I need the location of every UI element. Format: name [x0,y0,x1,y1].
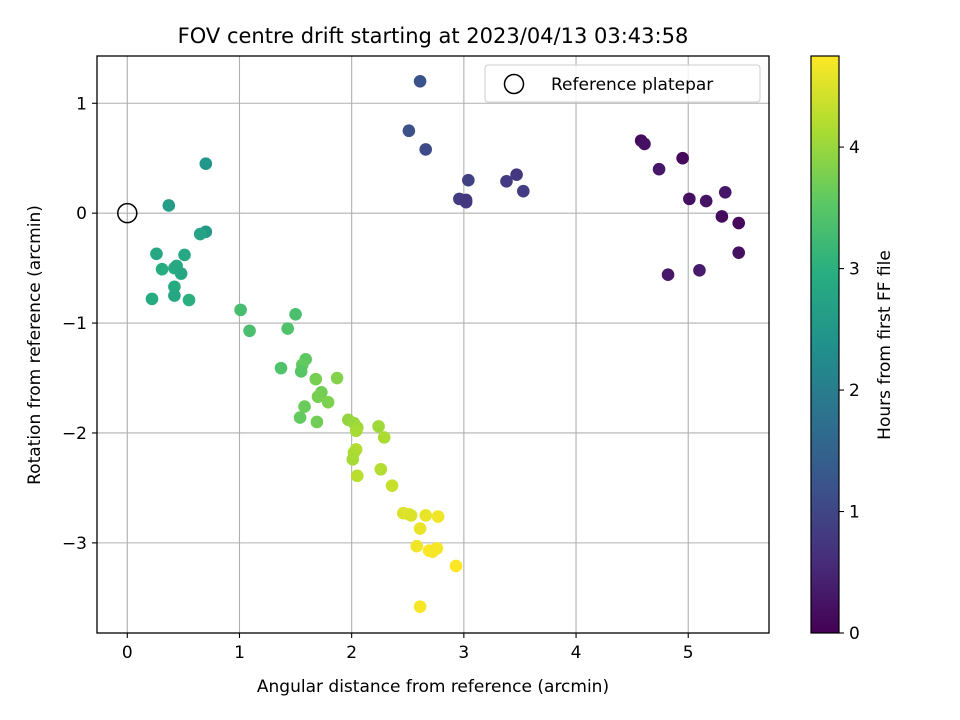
data-point [298,400,311,413]
data-point [168,289,181,302]
x-tick-label: 4 [571,643,582,663]
legend-label: Reference platepar [551,75,713,95]
data-point [377,431,391,444]
y-tick-label: 0 [76,204,87,224]
data-point [199,157,213,171]
data-point [330,371,344,385]
data-point [683,192,696,206]
data-point [168,280,181,294]
colorbar-tick-label: 3 [849,260,860,280]
data-point [462,173,475,187]
data-point [374,462,388,476]
data-point [294,365,308,378]
data-point [413,74,427,88]
data-point [419,509,433,522]
data-point [193,227,207,241]
data-point [732,246,746,260]
colorbar-gradient [810,55,840,634]
legend-marker [503,73,525,95]
data-point [243,324,256,338]
y-axis-label: Rotation from reference (arcmin) [25,205,45,485]
y-tick-label: −2 [62,424,87,444]
data-point [510,168,523,181]
data-point [182,293,196,307]
data-point [413,522,427,535]
legend-box [484,64,761,103]
y-tick-label: −3 [62,534,87,554]
data-point [311,390,325,404]
data-point [718,185,732,199]
data-point [500,174,513,188]
colorbar-label: Hours from first FF file [875,250,895,440]
colorbar: 0 1 2 3 4 Hours from first FF file [810,55,895,644]
data-point [346,453,360,466]
chart-title: FOV centre drift starting at 2023/04/13 … [178,24,689,48]
data-point [431,510,445,523]
data-point [699,194,713,208]
x-tick-label: 5 [683,643,694,663]
data-point [693,264,706,277]
data-point [309,372,323,386]
data-point [638,137,651,151]
data-point [449,559,463,573]
data-point [174,267,188,280]
data-point [321,395,335,409]
data-point [517,184,530,198]
data-point [426,545,439,558]
data-point [385,479,399,493]
data-point [715,210,729,223]
colorbar-tick-label: 4 [849,138,860,158]
colorbar-tick-label: 2 [849,381,860,401]
legend: Reference platepar [484,64,761,103]
data-point [350,469,364,483]
data-point [652,162,666,176]
data-point [661,268,675,282]
data-point [274,361,288,375]
data-point [410,539,424,553]
colorbar-tick-label: 0 [849,624,860,644]
data-point [413,600,427,613]
data-point [404,509,418,522]
data-point [419,143,433,156]
x-tick-label: 0 [122,643,133,663]
colorbar-tick-label: 1 [849,503,860,523]
data-point [289,307,302,321]
data-point [310,415,324,429]
data-point [162,199,176,212]
data-point [372,420,385,433]
axis-ticks: 0 1 2 3 4 5 −3 −2 −1 0 1 [62,94,694,663]
x-axis-label: Angular distance from reference (arcmin) [257,677,609,697]
data-point [155,262,169,276]
plot-frame [96,55,770,634]
data-point [234,303,247,317]
data-point [732,216,746,230]
y-tick-label: −1 [62,314,87,334]
colorbar-ticks: 0 1 2 3 4 [839,138,860,644]
data-point [145,292,159,306]
scatter-points [145,74,746,613]
data-point [349,424,363,438]
reference-marker [117,202,138,224]
data-point [293,411,307,424]
x-tick-label: 3 [458,643,469,663]
y-tick-label: 1 [76,94,87,114]
x-tick-label: 1 [234,643,245,663]
data-point [281,322,295,335]
grid-lines [97,56,769,633]
data-point [402,124,416,138]
data-point [150,247,163,261]
data-point [676,151,689,165]
data-point [178,248,191,262]
x-tick-label: 2 [346,643,357,663]
data-point [459,193,473,207]
